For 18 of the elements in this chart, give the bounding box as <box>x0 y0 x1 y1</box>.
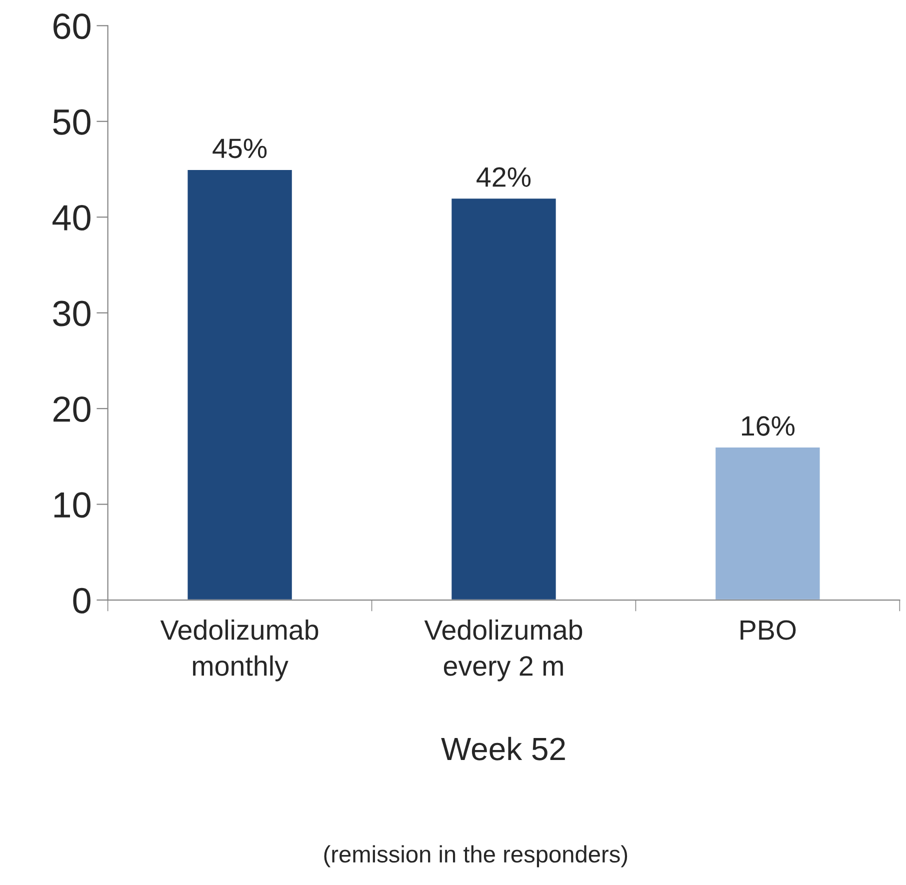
y-tick-label: 20 <box>53 396 90 422</box>
y-tick-label: 50 <box>53 109 90 135</box>
data-label: 45% <box>212 138 267 158</box>
data-label: 16% <box>742 416 794 436</box>
y-tick-label: 30 <box>53 300 90 326</box>
data-label: 42% <box>476 167 531 187</box>
y-tick-label: 60 <box>54 14 90 40</box>
bar <box>714 446 822 600</box>
bar <box>186 168 294 600</box>
bar <box>450 197 558 600</box>
y-tick-label: 10 <box>54 492 90 518</box>
x-tick-label: Vedolizumab every 2 m <box>424 619 582 682</box>
x-axis-title: Week 52 <box>441 736 565 760</box>
x-tick-label: PBO <box>740 620 796 640</box>
x-tick-label: Vedolizumab monthly <box>160 619 318 682</box>
y-tick-label: 0 <box>73 588 90 614</box>
text: (remission in the responders) <box>324 845 628 868</box>
y-tick-label: 40 <box>52 204 90 231</box>
